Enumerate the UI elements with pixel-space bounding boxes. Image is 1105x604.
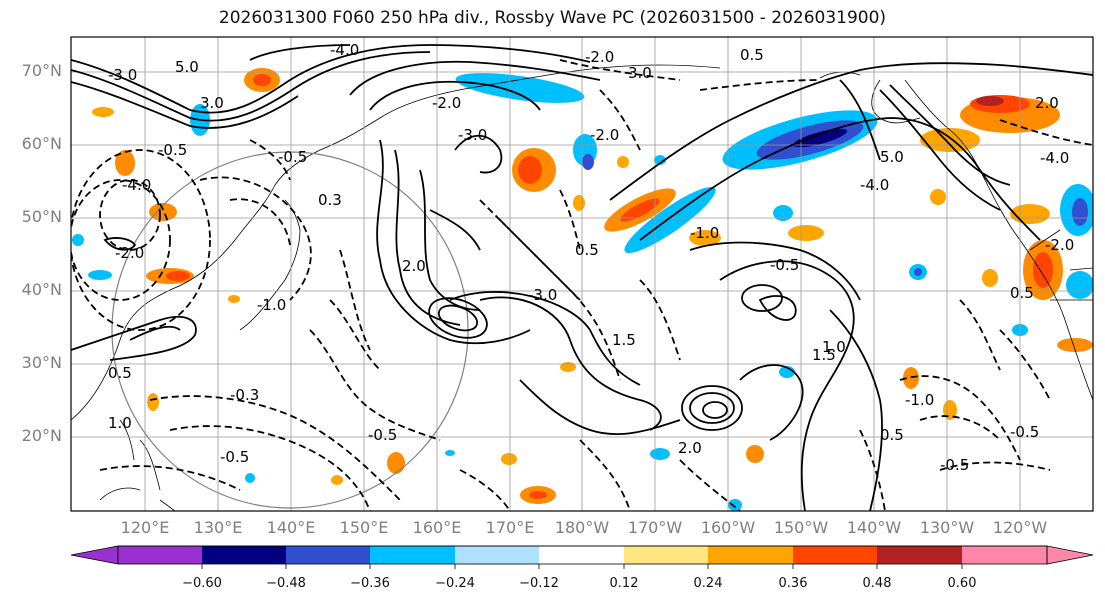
contour-label: 1.0	[822, 338, 846, 356]
contour-label: -2.0	[115, 244, 144, 262]
contour-label: 1.5	[812, 346, 836, 364]
contour-label: -4.0	[1040, 149, 1069, 167]
lon-label: 140°W	[846, 518, 902, 537]
contour-label: -4.0	[330, 41, 359, 59]
contour-label: -2.0	[590, 126, 619, 144]
lat-label: 70°N	[21, 61, 62, 80]
contour-label: 2.0	[402, 257, 426, 275]
colorbar-bin	[793, 546, 878, 564]
contour-label: -0.3	[230, 386, 259, 404]
contour-label: 0.3	[318, 191, 342, 209]
colorbar-bin	[202, 546, 287, 564]
lon-label: 160°W	[700, 518, 756, 537]
contour-label: 3.0	[200, 94, 224, 112]
lat-label: 30°N	[21, 353, 62, 372]
dashed-contours	[71, 59, 1093, 511]
contour-label: -0.5	[770, 256, 799, 274]
colorbar-bin	[286, 546, 371, 564]
lon-label: 180°W	[554, 518, 610, 537]
lat-label: 60°N	[21, 134, 62, 153]
contour-label: -0.5	[940, 456, 969, 474]
colorbar-bin	[455, 546, 540, 564]
lon-label: 150°W	[773, 518, 829, 537]
contour-label: 0.5	[108, 364, 132, 382]
graticule	[71, 37, 1093, 511]
contour-label: -3.0	[528, 286, 557, 304]
colorbar-tick-label: 0.12	[609, 576, 639, 591]
map-title: 2026031300 F060 250 hPa div., Rossby Wav…	[218, 8, 887, 28]
lat-label: 50°N	[21, 207, 62, 226]
colorbar-high-extension	[1046, 545, 1094, 565]
contour-label: 0.5	[880, 426, 904, 444]
solid-contours	[71, 44, 1093, 511]
contour-label: 3.0	[628, 64, 652, 82]
contour-label: -0.5	[1010, 423, 1039, 441]
colorbar-tick-label: −0.48	[266, 576, 306, 591]
colorbar-bin	[370, 546, 455, 564]
colorbar-tick-label: 0.60	[947, 576, 977, 591]
contour-label: -1.0	[905, 391, 934, 409]
lon-label: 120°E	[120, 518, 170, 537]
map-frame	[70, 36, 1094, 512]
contour-label: -2.0	[585, 48, 614, 66]
contour-label: -4.0	[860, 176, 889, 194]
colorbar-tick-label: 0.36	[778, 576, 808, 591]
contour-label: -0.5	[368, 426, 397, 444]
lon-label: 150°E	[339, 518, 389, 537]
contour-label: 2.0	[1035, 94, 1059, 112]
lon-label: 170°E	[485, 518, 535, 537]
lat-label: 40°N	[21, 280, 62, 299]
contour-label: 0.5	[1010, 284, 1034, 302]
contour-label: -0.5	[278, 148, 307, 166]
colorbar-bin	[708, 546, 793, 564]
contour-label: 1.5	[612, 331, 636, 349]
lon-label: 130°E	[193, 518, 243, 537]
lon-label: 160°E	[412, 518, 462, 537]
colorbar-tick-label: −0.12	[519, 576, 559, 591]
contour-label: -0.5	[220, 448, 249, 466]
divergence-shading	[72, 68, 1093, 511]
colorbar-tick-label: 0.24	[693, 576, 723, 591]
contour-label: -2.0	[432, 94, 461, 112]
contour-label: -3.0	[458, 126, 487, 144]
contour-label: 0.5	[575, 241, 599, 259]
map-area: -3.0 -4.0 3.0 5.0 -4.0 -2.0 -0.5 -1.0 0.…	[71, 37, 1093, 511]
contour-label: 0.5	[740, 46, 764, 64]
colorbar-bin	[624, 546, 709, 564]
contour-labels: -3.0 -4.0 3.0 5.0 -4.0 -2.0 -0.5 -1.0 0.…	[108, 41, 1074, 474]
contour-label: 5.0	[175, 58, 199, 76]
lon-label: 120°W	[992, 518, 1048, 537]
contour-label: -0.5	[158, 141, 187, 159]
lon-label: 170°W	[627, 518, 683, 537]
contour-label: -1.0	[257, 296, 286, 314]
colorbar-bin	[539, 546, 624, 564]
colorbar-tick-label: −0.24	[435, 576, 475, 591]
colorbar-tick-label: −0.60	[182, 576, 222, 591]
colorbar-tick-label: −0.36	[350, 576, 390, 591]
colorbar-bin	[962, 546, 1047, 564]
colorbar	[70, 545, 1094, 569]
contour-label: 2.0	[678, 439, 702, 457]
colorbar-tick-label: 0.48	[862, 576, 892, 591]
contour-label: -2.0	[1045, 236, 1074, 254]
contour-label: 5.0	[880, 148, 904, 166]
colorbar-low-extension	[70, 545, 119, 565]
lat-label: 20°N	[21, 426, 62, 445]
lon-label: 130°W	[919, 518, 975, 537]
colorbar-bin	[118, 546, 203, 564]
contour-label: -4.0	[122, 176, 151, 194]
colorbar-bin	[877, 546, 962, 564]
contour-label: 1.0	[108, 414, 132, 432]
contour-label: -3.0	[108, 66, 137, 84]
lon-label: 140°E	[266, 518, 316, 537]
contour-label: -1.0	[690, 224, 719, 242]
